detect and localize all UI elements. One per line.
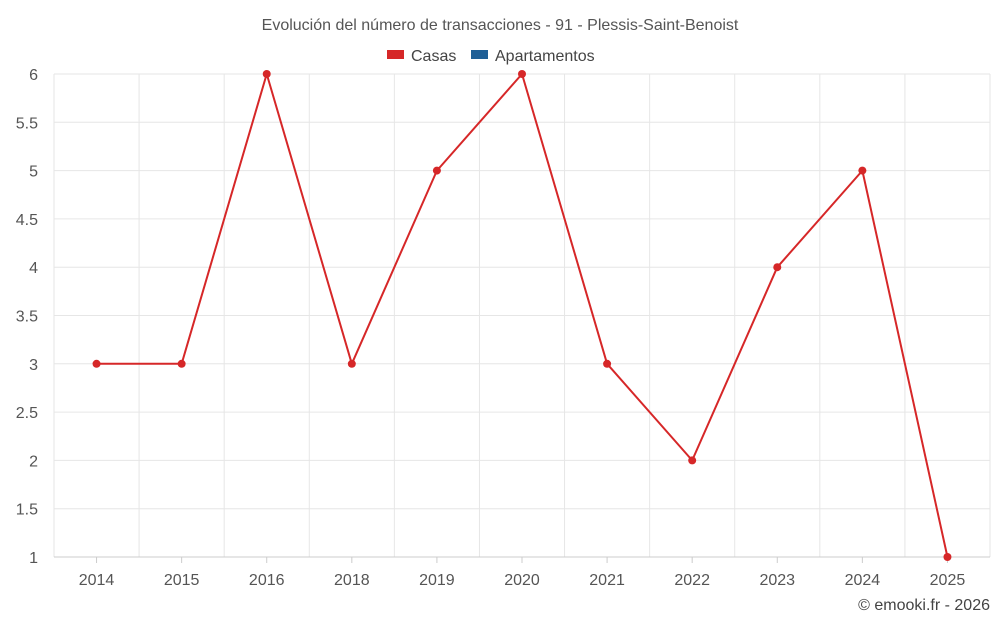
data-point[interactable] — [177, 359, 186, 368]
y-tick-label: 2 — [29, 453, 38, 470]
y-tick-label: 2.5 — [16, 405, 38, 422]
data-point[interactable] — [92, 359, 101, 368]
legend-item-casas[interactable]: Casas — [387, 48, 456, 65]
y-tick-label: 1 — [29, 550, 38, 567]
x-axis: 2014 2015 2016 2018 2019 2020 2021 2022 2023 2024… — [54, 556, 990, 589]
y-tick-label: 3.5 — [16, 309, 38, 326]
y-tick-label: 4 — [29, 260, 38, 277]
y-tick-label: 4.5 — [16, 212, 38, 229]
x-tick-label: 2024 — [845, 572, 881, 589]
legend-label-casas: Casas — [411, 48, 456, 65]
legend-item-apartamentos[interactable]: Apartamentos — [471, 48, 595, 65]
data-point[interactable] — [688, 456, 697, 465]
data-point[interactable] — [943, 553, 952, 561]
y-tick-label: 1.5 — [16, 502, 38, 519]
x-tick-label: 2022 — [674, 572, 710, 589]
data-point[interactable] — [262, 70, 271, 78]
data-point[interactable] — [773, 263, 782, 272]
y-tick-label: 5 — [29, 164, 38, 181]
legend-swatch-casas — [387, 50, 404, 59]
x-tick-label: 2019 — [419, 572, 455, 589]
data-point[interactable] — [603, 359, 612, 368]
x-tick-label: 2016 — [249, 572, 285, 589]
y-tick-label: 3 — [29, 357, 38, 374]
data-point[interactable] — [518, 70, 526, 78]
legend: Casas Apartamentos — [387, 48, 595, 65]
y-tick-label: 6 — [29, 67, 38, 84]
legend-swatch-apartamentos — [471, 50, 488, 59]
x-tick-label: 2023 — [759, 572, 795, 589]
legend-label-apartamentos: Apartamentos — [495, 48, 595, 65]
x-tick-label: 2021 — [589, 572, 625, 589]
x-tick-label: 2020 — [504, 572, 540, 589]
y-tick-label: 5.5 — [16, 115, 38, 132]
x-tick-label: 2014 — [79, 572, 115, 589]
grid — [53, 73, 991, 558]
footer-credit: © emooki.fr - 2026 — [858, 597, 990, 614]
chart-title: Evolución del número de transacciones - … — [262, 17, 739, 34]
data-point[interactable] — [432, 166, 441, 175]
x-tick-label: 2015 — [164, 572, 200, 589]
y-axis: 1 1.5 2 2.5 3 3.5 4 4.5 5 5.5 6 — [16, 67, 38, 567]
data-point[interactable] — [858, 166, 867, 175]
x-tick-label: 2018 — [334, 572, 370, 589]
x-tick-label: 2025 — [930, 572, 966, 589]
series-casas — [92, 70, 952, 561]
data-point[interactable] — [347, 359, 356, 368]
